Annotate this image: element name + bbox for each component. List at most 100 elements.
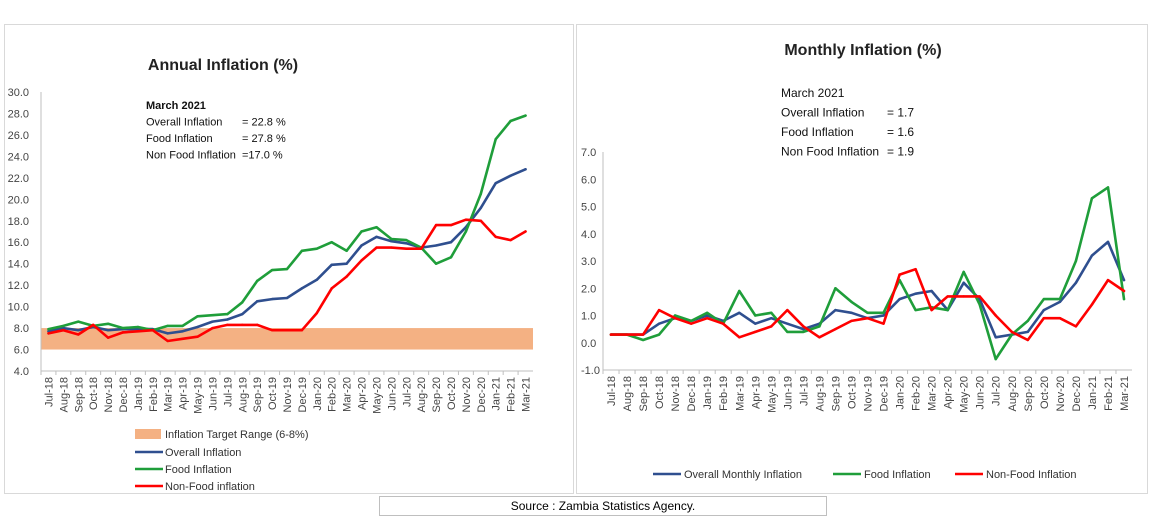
- x-tick-label: Oct-18: [654, 376, 666, 409]
- x-tick-label: Jun-19: [782, 376, 794, 410]
- x-tick-label: Nov-20: [1055, 376, 1067, 411]
- data-point: [866, 311, 869, 314]
- data-point: [390, 237, 393, 241]
- data-point: [754, 314, 757, 317]
- y-tick-label: 4.0: [581, 229, 596, 241]
- data-point: [786, 308, 789, 312]
- data-point: [479, 219, 483, 222]
- data-point: [1058, 317, 1062, 320]
- x-tick-label: Feb-20: [327, 377, 339, 412]
- x-tick-label: Jan-21: [491, 377, 503, 411]
- x-tick-label: Nov-18: [670, 376, 682, 411]
- data-point: [405, 238, 408, 242]
- data-point: [330, 287, 333, 290]
- data-point: [285, 329, 289, 332]
- data-point: [705, 314, 709, 317]
- data-point: [1106, 240, 1110, 244]
- data-point: [705, 317, 709, 320]
- x-tick-label: Mar-20: [342, 377, 354, 412]
- data-point: [962, 281, 965, 284]
- x-tick-label: May-20: [959, 376, 971, 413]
- data-point: [211, 326, 214, 330]
- x-tick-label: Mar-19: [734, 376, 746, 411]
- y-tick-label: 26.0: [8, 130, 29, 142]
- x-tick-label: Dec-20: [1071, 376, 1083, 411]
- data-point: [315, 247, 319, 250]
- x-tick-label: Jul-18: [606, 376, 618, 406]
- data-point: [524, 168, 527, 171]
- y-tick-label: 7.0: [581, 147, 596, 159]
- data-point: [315, 311, 319, 315]
- data-point: [121, 331, 125, 334]
- x-tick-label: Nov-19: [863, 376, 875, 411]
- data-point: [136, 330, 140, 333]
- x-tick-label: Jan-19: [133, 377, 145, 411]
- x-tick-label: Sep-19: [830, 376, 842, 411]
- data-point: [509, 119, 512, 123]
- legend-label: Overall Inflation: [165, 447, 241, 459]
- x-tick-label: Jan-20: [895, 376, 907, 410]
- data-point: [524, 230, 527, 233]
- data-point: [994, 336, 997, 339]
- data-point: [270, 297, 274, 301]
- data-point: [786, 322, 789, 325]
- data-point: [106, 329, 110, 332]
- data-point: [1058, 297, 1062, 301]
- x-tick-label: Aug-19: [814, 376, 826, 411]
- x-tick-label: Jul-20: [991, 376, 1003, 406]
- annotation-value: = 27.8 %: [242, 133, 286, 145]
- x-tick-label: Oct-19: [267, 377, 279, 410]
- series-line-2: [609, 186, 1126, 361]
- data-point: [375, 235, 378, 239]
- data-point: [241, 301, 244, 304]
- data-point: [914, 308, 917, 312]
- data-point: [834, 327, 837, 331]
- data-point: [300, 329, 304, 332]
- data-point: [181, 324, 184, 328]
- x-tick-label: Aug-18: [58, 377, 70, 412]
- data-point: [315, 278, 319, 281]
- x-tick-label: Apr-20: [943, 376, 955, 409]
- y-tick-label: 18.0: [8, 216, 29, 228]
- x-tick-label: Oct-18: [88, 377, 100, 410]
- data-point: [1026, 338, 1030, 342]
- data-point: [62, 326, 65, 330]
- data-point: [434, 262, 438, 265]
- y-tick-label: 14.0: [8, 259, 29, 271]
- chart-title: Annual Inflation (%): [148, 57, 298, 74]
- data-point: [77, 333, 80, 336]
- data-point: [641, 338, 645, 342]
- x-tick-label: Apr-19: [750, 376, 762, 409]
- data-point: [106, 322, 110, 325]
- data-point: [754, 330, 757, 334]
- data-point: [285, 296, 289, 300]
- x-tick-label: Jul-20: [401, 377, 413, 407]
- data-point: [62, 329, 65, 332]
- data-point: [1026, 319, 1030, 323]
- data-point: [419, 247, 423, 250]
- legend-label: Non-Food inflation: [165, 481, 255, 493]
- y-tick-label: 5.0: [581, 202, 596, 214]
- data-point: [689, 319, 693, 323]
- data-point: [1122, 297, 1126, 301]
- y-tick-label: 28.0: [8, 108, 29, 120]
- data-point: [946, 295, 949, 298]
- data-point: [850, 319, 853, 323]
- data-point: [770, 311, 773, 314]
- data-point: [1042, 297, 1046, 301]
- data-point: [270, 268, 274, 272]
- data-point: [166, 324, 169, 328]
- data-point: [494, 138, 497, 141]
- data-point: [1090, 197, 1094, 200]
- data-point: [405, 242, 408, 245]
- data-point: [136, 327, 140, 331]
- x-tick-label: Sep-20: [431, 377, 443, 412]
- data-point: [151, 329, 155, 332]
- data-point: [345, 275, 348, 278]
- data-point: [241, 323, 244, 327]
- series-line-3: [609, 267, 1126, 342]
- data-point: [818, 325, 821, 328]
- data-point: [77, 320, 80, 323]
- data-point: [285, 267, 289, 271]
- x-tick-label: Sep-19: [252, 377, 264, 412]
